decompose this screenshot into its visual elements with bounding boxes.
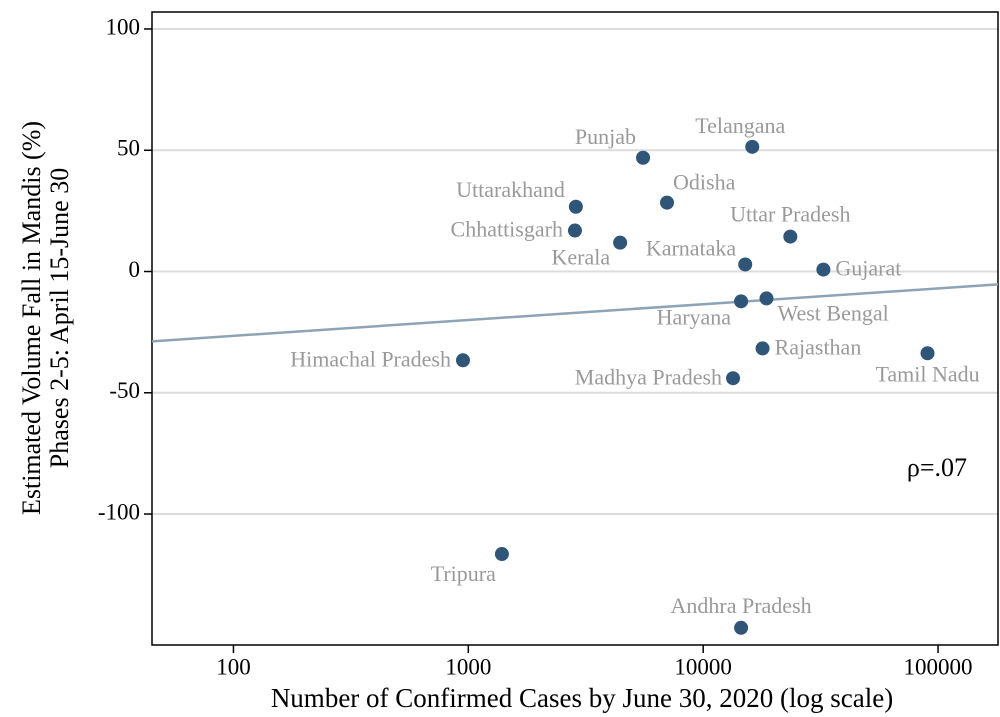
point-label: Telangana: [695, 113, 785, 138]
point-label: Uttar Pradesh: [730, 202, 850, 227]
point-label: Madhya Pradesh: [575, 364, 722, 389]
y-tick-label: 50: [117, 136, 140, 161]
point-label: Odisha: [673, 170, 736, 195]
point-label: Chhattisgarh: [451, 217, 563, 242]
x-tick-label: 100: [216, 654, 251, 679]
y-axis-title: Phases 2-5: April 15-June 30: [45, 168, 74, 468]
x-axis-title: Number of Confirmed Cases by June 30, 20…: [271, 683, 893, 713]
point-label: Tripura: [431, 561, 496, 586]
point: [734, 620, 749, 635]
y-tick-label: -100: [98, 499, 140, 524]
point-label: Himachal Pradesh: [290, 346, 451, 371]
y-axis-title: Estimated Volume Fall in Mandis (%): [17, 121, 46, 515]
point-label: Rajasthan: [775, 334, 862, 359]
point: [755, 341, 770, 356]
point-label: Punjab: [575, 124, 636, 149]
point-label: Tamil Nadu: [875, 361, 979, 386]
point: [567, 223, 582, 238]
point: [613, 235, 628, 250]
fit-line: [151, 283, 999, 343]
x-tick-label: 1000: [445, 654, 491, 679]
point: [816, 262, 831, 277]
point: [920, 346, 935, 361]
y-tick-label: 100: [106, 14, 141, 39]
point: [745, 139, 760, 154]
point-label: West Bengal: [777, 300, 888, 325]
point: [660, 195, 675, 210]
point-label: Uttarakhand: [456, 177, 565, 202]
point-label: Andhra Pradesh: [671, 593, 812, 618]
point: [783, 229, 798, 244]
point: [494, 547, 509, 562]
point: [726, 371, 741, 386]
plot-frame: [151, 11, 999, 646]
point: [455, 353, 470, 368]
point: [759, 291, 774, 306]
point: [738, 257, 753, 272]
x-tick-label: 100000: [904, 654, 973, 679]
point: [568, 199, 583, 214]
point-label: Haryana: [657, 304, 732, 329]
y-tick-label: -50: [109, 378, 140, 403]
x-tick-label: 10000: [674, 654, 732, 679]
point-label: Karnataka: [646, 236, 737, 261]
point: [636, 150, 651, 165]
annotation: ρ=.07: [907, 453, 967, 482]
point-label: Gujarat: [835, 256, 901, 281]
point-label: Kerala: [552, 245, 611, 270]
y-tick-label: 0: [129, 257, 141, 282]
point: [734, 294, 749, 309]
